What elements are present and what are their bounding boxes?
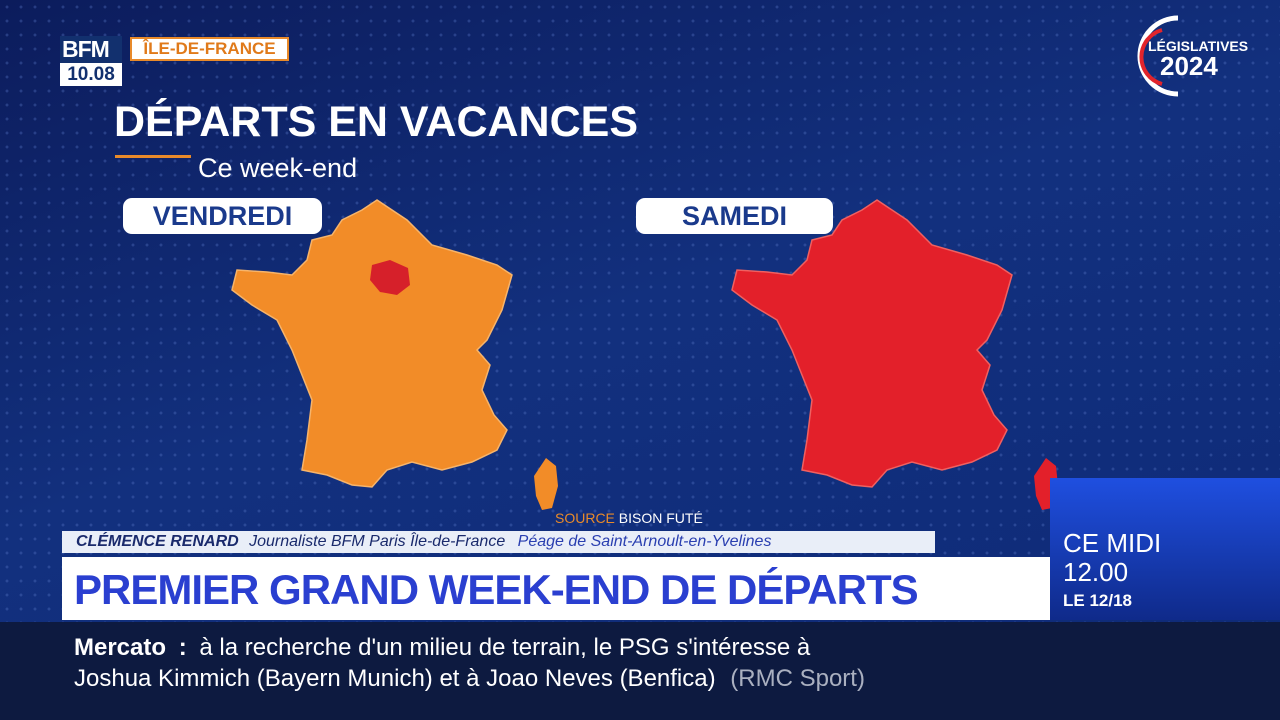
badge-year: 2024	[1160, 51, 1218, 81]
next-show-panel: CE MIDI 12.00 LE 12/18	[1050, 478, 1280, 620]
map-france	[731, 199, 1013, 488]
badge-label: LÉGISLATIVES	[1148, 38, 1249, 54]
reporter-role: Journaliste BFM Paris Île-de-France	[249, 533, 506, 550]
map-corsica	[534, 458, 558, 510]
region-tag: ÎLE-DE-FRANCE	[130, 37, 289, 61]
graphic-subtitle: Ce week-end	[198, 153, 358, 183]
logo-brand: BFM	[62, 36, 110, 62]
title-rule	[115, 155, 191, 158]
source-name: BISON FUTÉ	[618, 510, 703, 526]
logo-box: BFM 10.08	[60, 36, 122, 86]
map-france	[231, 199, 513, 488]
next-show-label: CE MIDI	[1063, 528, 1162, 558]
ticker-line: Joshua Kimmich (Bayern Munich) et à Joao…	[74, 665, 865, 693]
ticker-separator: :	[178, 634, 187, 661]
logo-clock: 10.08	[60, 63, 122, 86]
headline: PREMIER GRAND WEEK-END DE DÉPARTS	[74, 566, 919, 613]
next-show-program: LE 12/18	[1063, 591, 1132, 610]
ticker-text: à la recherche d'un milieu de terrain, l…	[199, 634, 811, 661]
graphic-title: DÉPARTS EN VACANCES	[114, 98, 639, 146]
reporter-name: CLÉMENCE RENARD	[76, 533, 239, 550]
ticker-topic: Mercato	[74, 634, 167, 661]
day-label: SAMEDI	[636, 198, 833, 234]
source-label: SOURCE	[555, 510, 615, 526]
day-label: VENDREDI	[123, 198, 322, 234]
name-bar: CLÉMENCE RENARD Journaliste BFM Paris Îl…	[62, 531, 935, 553]
paris-region	[370, 260, 410, 295]
maps	[231, 199, 1058, 510]
ticker-line: Mercato : à la recherche d'un milieu de …	[74, 634, 810, 662]
headline-bar: PREMIER GRAND WEEK-END DE DÉPARTS	[62, 557, 1050, 620]
badge-ring	[1137, 15, 1179, 97]
ticker: Mercato : à la recherche d'un milieu de …	[0, 622, 1280, 720]
next-show-time: 12.00	[1063, 557, 1129, 587]
ticker-source: (RMC Sport)	[730, 665, 865, 692]
reporter-location: Péage de Saint-Arnoult-en-Yvelines	[517, 533, 772, 550]
ticker-text: Joshua Kimmich (Bayern Munich) et à Joao…	[74, 665, 716, 692]
source: SOURCE BISON FUTÉ	[555, 510, 703, 526]
badge-arc	[1139, 28, 1163, 86]
